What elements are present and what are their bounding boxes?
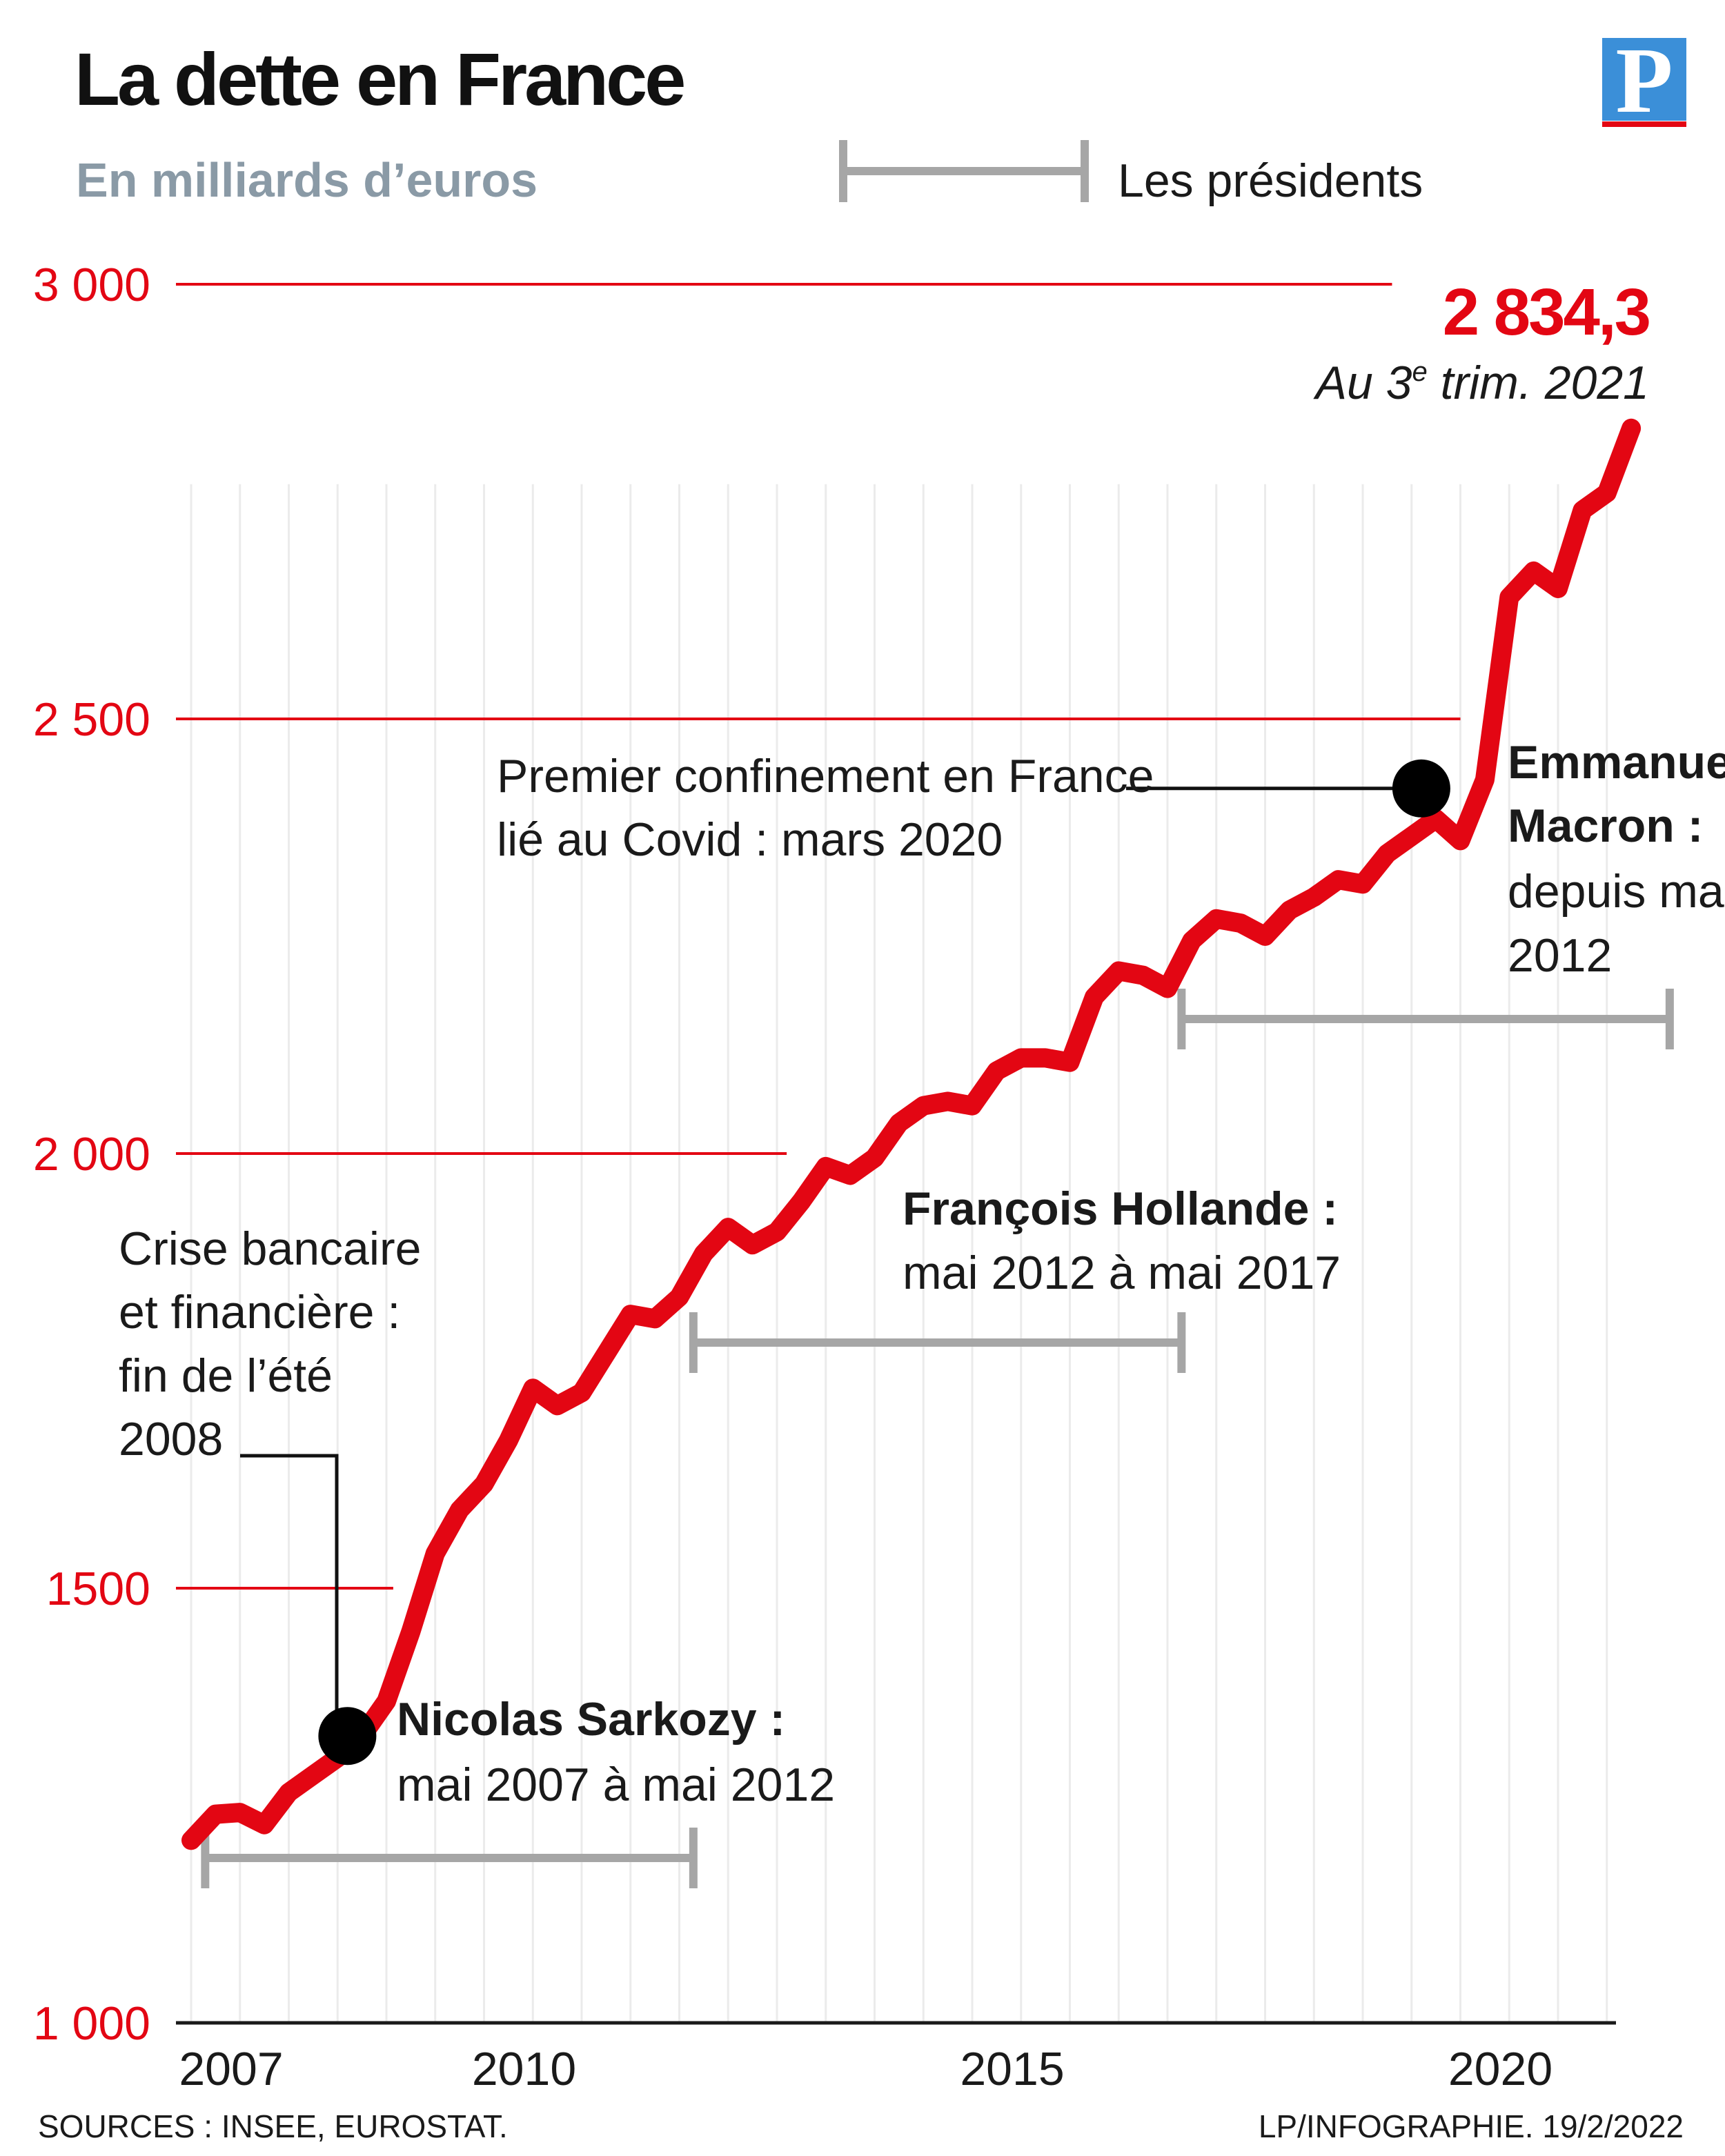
y-tick-label: 3 000 bbox=[33, 259, 150, 311]
logo-letter: P bbox=[1615, 29, 1673, 132]
covid-annotation: Premier confinement en France lié au Cov… bbox=[497, 750, 1167, 866]
y-tick-label: 1 000 bbox=[33, 1997, 150, 2050]
y-tick-label: 2 000 bbox=[33, 1128, 150, 1180]
legend: Les présidents bbox=[839, 140, 1423, 207]
le-parisien-logo: P bbox=[1602, 29, 1686, 132]
horizontal-grid bbox=[176, 283, 1461, 1590]
debt-line bbox=[181, 418, 1642, 1850]
x-tick-label: 2020 bbox=[1448, 2043, 1552, 2095]
president-brackets bbox=[201, 989, 1674, 1888]
president-label-hollande: François Hollande : mai 2012 à mai 2017 bbox=[903, 1183, 1351, 1299]
president-bracket bbox=[689, 1312, 1186, 1373]
y-tick-label: 1500 bbox=[46, 1563, 150, 1615]
crisis-leader bbox=[240, 1454, 339, 1737]
legend-bracket-icon bbox=[839, 140, 1089, 202]
x-tick-label: 2015 bbox=[960, 2043, 1064, 2095]
x-tick-labels: 2007 2010 2015 2020 bbox=[179, 2043, 1552, 2095]
vertical-grid bbox=[190, 484, 1608, 2023]
y-tick-label: 2 500 bbox=[33, 693, 150, 746]
latest-value: 2 834,3 bbox=[1443, 275, 1649, 349]
covid-annotation-marker bbox=[1392, 759, 1450, 818]
chart-title: La dette en France bbox=[75, 37, 684, 121]
president-bracket bbox=[1177, 989, 1674, 1049]
sources: SOURCES : INSEE, EUROSTAT. bbox=[38, 2108, 508, 2144]
legend-label: Les présidents bbox=[1118, 155, 1423, 207]
crisis-annotation: Crise bancaire et financière : fin de l’… bbox=[119, 1223, 434, 1465]
y-tick-labels: 1 000 1500 2 000 2 500 3 000 bbox=[33, 259, 150, 2050]
x-tick-label: 2007 bbox=[179, 2043, 283, 2095]
president-label-macron: Emmanuel Macron : depuis mai 2012 bbox=[1508, 736, 1725, 982]
credit: LP/INFOGRAPHIE. 19/2/2022 bbox=[1259, 2108, 1684, 2144]
president-label-sarkozy: Nicolas Sarkozy : mai 2007 à mai 2012 bbox=[397, 1693, 835, 1811]
crisis-annotation-marker bbox=[318, 1707, 377, 1766]
chart-subtitle: En milliards d’euros bbox=[76, 153, 538, 207]
president-bracket bbox=[201, 1828, 698, 1888]
x-tick-label: 2010 bbox=[472, 2043, 576, 2095]
annotation-markers bbox=[318, 759, 1450, 1766]
annotation-leaders bbox=[240, 787, 1421, 1737]
latest-value-caption: Au 3e trim. 2021 bbox=[1313, 357, 1649, 409]
